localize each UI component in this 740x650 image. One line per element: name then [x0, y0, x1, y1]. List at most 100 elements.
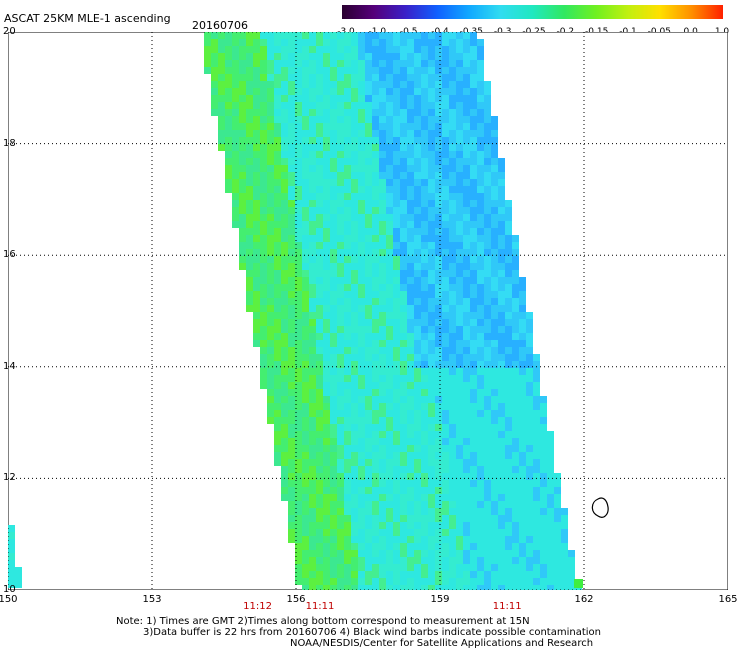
swath-cell [267, 144, 274, 151]
swath-cell [351, 445, 358, 452]
swath-cell [302, 571, 309, 578]
swath-cell [400, 67, 407, 74]
swath-cell [540, 431, 547, 438]
swath-cell [477, 368, 484, 375]
swath-cell [253, 39, 260, 46]
swath-cell [512, 571, 519, 578]
swath-cell [323, 60, 330, 67]
swath-cell [260, 382, 267, 389]
swath-cell [498, 228, 505, 235]
swath-cell [316, 312, 323, 319]
swath-cell [379, 424, 386, 431]
swath-cell [435, 179, 442, 186]
swath-cell [386, 494, 393, 501]
swath-cell [309, 228, 316, 235]
swath-cell [393, 515, 400, 522]
swath-cell [323, 172, 330, 179]
swath-cell [407, 235, 414, 242]
swath-cell [295, 200, 302, 207]
swath-cell [323, 410, 330, 417]
swath-cell [302, 354, 309, 361]
swath-cell [512, 277, 519, 284]
swath-cell [204, 32, 211, 39]
swath-cell [253, 319, 260, 326]
swath-cell [400, 368, 407, 375]
swath-cell [316, 452, 323, 459]
swath-cell [302, 67, 309, 74]
swath-cell [442, 130, 449, 137]
swath-cell [330, 361, 337, 368]
swath-cell [477, 305, 484, 312]
swath-cell [372, 172, 379, 179]
swath-cell [526, 368, 533, 375]
swath-cell [309, 88, 316, 95]
swath-cell [267, 242, 274, 249]
swath-cell [344, 249, 351, 256]
swath-cell [309, 144, 316, 151]
swath-cell [484, 466, 491, 473]
swath-cell [288, 347, 295, 354]
swath-cell [463, 291, 470, 298]
swath-cell [449, 130, 456, 137]
swath-cell [239, 109, 246, 116]
swath-cell [547, 431, 554, 438]
swath-cell [316, 32, 323, 39]
swath-cell [568, 585, 575, 590]
swath-cell [393, 130, 400, 137]
swath-cell [421, 494, 428, 501]
swath-cell [428, 235, 435, 242]
swath-cell [540, 459, 547, 466]
swath-cell [260, 326, 267, 333]
swath-cell [218, 67, 225, 74]
swath-cell [400, 459, 407, 466]
swath-cell [484, 179, 491, 186]
swath-cell [232, 158, 239, 165]
swath-cell [393, 529, 400, 536]
swath-cell [491, 396, 498, 403]
swath-cell [330, 368, 337, 375]
swath-cell [505, 403, 512, 410]
swath-cell [295, 60, 302, 67]
swath-cell [344, 74, 351, 81]
swath-cell [428, 242, 435, 249]
swath-cell [302, 417, 309, 424]
swath-cell [372, 158, 379, 165]
swath-cell [491, 116, 498, 123]
swath-cell [281, 179, 288, 186]
swath-cell [316, 382, 323, 389]
swath-cell [533, 382, 540, 389]
swath-cell [337, 235, 344, 242]
swath-cell [351, 375, 358, 382]
swath-cell [393, 109, 400, 116]
swath-cell [442, 368, 449, 375]
swath-cell [337, 172, 344, 179]
swath-cell [505, 557, 512, 564]
swath-cell [414, 375, 421, 382]
swath-cell [498, 494, 505, 501]
swath-cell [309, 424, 316, 431]
swath-cell [421, 536, 428, 543]
swath-cell [260, 186, 267, 193]
swath-cell [295, 382, 302, 389]
swath-cell [393, 249, 400, 256]
swath-cell [561, 508, 568, 515]
swath-cell [260, 102, 267, 109]
swath-cell [407, 361, 414, 368]
swath-cell [554, 473, 561, 480]
swath-cell [330, 235, 337, 242]
swath-cell [274, 277, 281, 284]
swath-cell [491, 578, 498, 585]
swath-cell [400, 396, 407, 403]
swath-cell [400, 585, 407, 590]
swath-cell [372, 557, 379, 564]
swath-cell [260, 270, 267, 277]
swath-cell [477, 235, 484, 242]
swath-cell [491, 319, 498, 326]
swath-cell [386, 137, 393, 144]
swath-cell [400, 473, 407, 480]
swath-cell [365, 228, 372, 235]
swath-cell [302, 536, 309, 543]
swath-cell [519, 291, 526, 298]
swath-cell [498, 333, 505, 340]
swath-cell [442, 221, 449, 228]
